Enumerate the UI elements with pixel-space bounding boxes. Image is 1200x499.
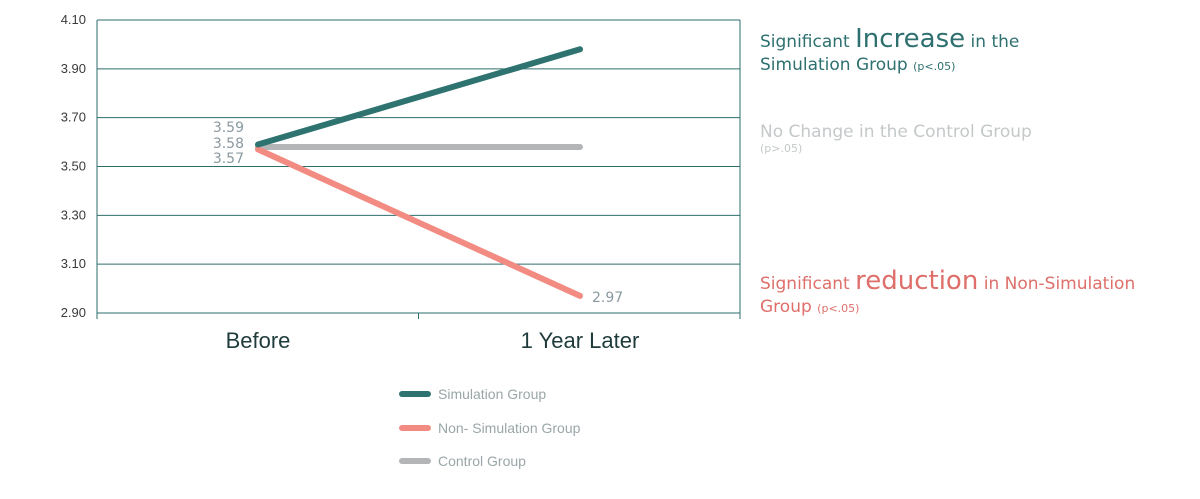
y-tick-label-0: 2.90 [61,305,86,320]
annotation-non-simulation: Significant reduction in Non-Simulation … [760,266,1135,318]
annotation-non-simulation-mid: in Non-Simulation [978,274,1136,294]
annotation-control-p: (p>.05) [760,142,803,156]
y-tick-label-4: 3.70 [61,110,86,125]
x-category-label-1: 1 Year Later [521,328,640,353]
annotation-simulation-line2: Simulation Group [760,55,914,76]
data-label-0: 3.59 [213,120,244,136]
legend-label-2: Control Group [438,453,526,469]
annotation-simulation-p: (p<.05) [913,60,956,74]
series-line-0 [255,46,583,148]
y-tick-label-3: 3.50 [61,159,86,174]
annotation-simulation-mid: in the [965,32,1020,52]
legend-label-1: Non- Simulation Group [438,420,581,436]
y-tick-label-2: 3.30 [61,207,86,222]
annotation-non-simulation-emph: reduction [855,266,979,296]
annotation-non-simulation-p: (p<.05) [817,302,860,316]
data-label-3: 2.97 [592,290,623,306]
annotation-simulation: Significant Increase in the Simulation G… [760,24,1019,76]
legend-label-0: Simulation Group [438,386,546,402]
annotation-non-simulation-pre: Significant [760,274,856,294]
data-label-2: 3.57 [213,151,244,167]
annotation-control-line1: No Change in the Control Group [760,122,1032,142]
annotation-simulation-emph: Increase [855,24,966,54]
y-tick-label-1: 3.10 [61,256,86,271]
series-line-1 [255,146,583,299]
annotation-control: No Change in the Control Group (p>.05) [760,122,1032,156]
annotation-simulation-pre: Significant [760,32,856,52]
data-label-1: 3.58 [213,136,244,152]
annotation-non-simulation-line2: Group [760,297,818,318]
y-tick-label-6: 4.10 [61,12,86,27]
y-tick-label-5: 3.90 [61,61,86,76]
x-category-label-0: Before [226,328,291,353]
